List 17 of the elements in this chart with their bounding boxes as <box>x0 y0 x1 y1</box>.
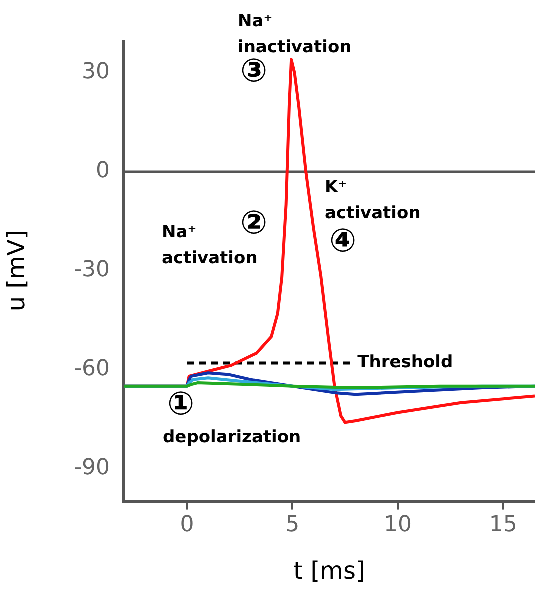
annotation: depolarization <box>163 427 302 448</box>
x-axis-title: t [ms] <box>294 556 366 585</box>
x-tick-label: 10 <box>384 512 412 538</box>
x-tick-label: 0 <box>180 512 194 538</box>
y-tick-label: 0 <box>96 158 110 184</box>
y-tick-label: -30 <box>74 258 110 283</box>
y-tick-label: -60 <box>74 356 110 382</box>
annotation: ④ <box>329 221 357 260</box>
series-label: Threshold <box>358 352 454 373</box>
y-tick-label: 30 <box>82 60 110 85</box>
y-tick-label: -90 <box>74 456 110 481</box>
annotation: ① <box>167 384 195 422</box>
y-axis-title: u [mV] <box>2 230 31 312</box>
x-tick-label: 5 <box>286 512 300 538</box>
x-tick-label: 15 <box>489 512 518 538</box>
annotation: Na⁺ inactivation <box>238 11 352 58</box>
annotation: K⁺ activation <box>325 177 421 224</box>
